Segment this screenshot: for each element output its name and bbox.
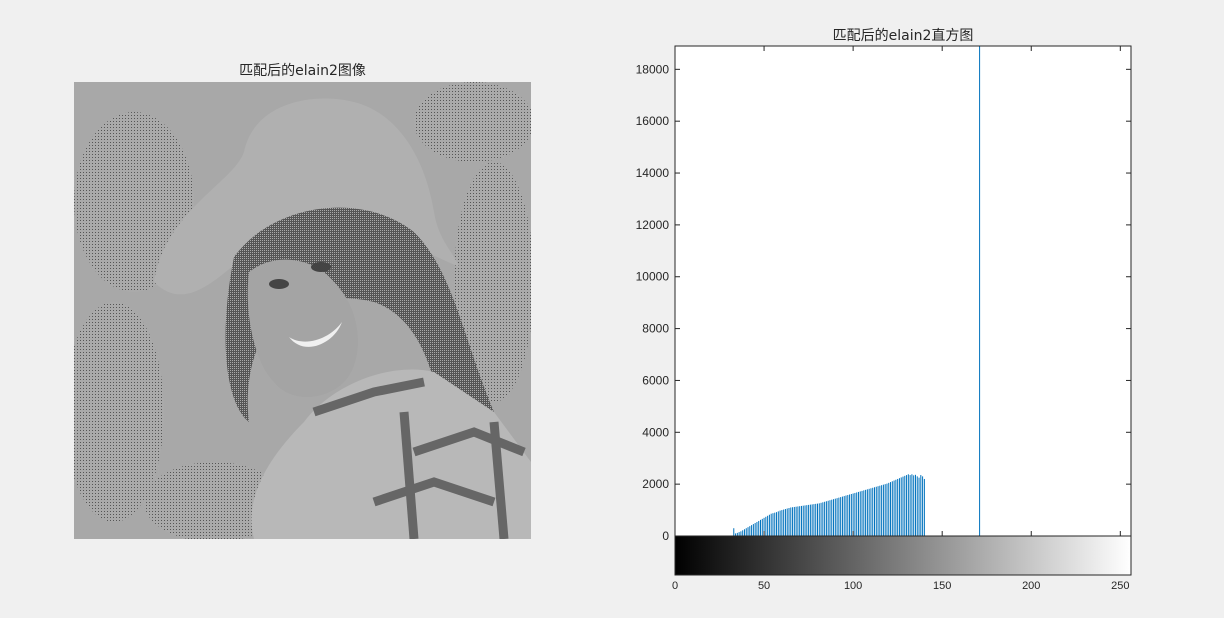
- plot-area: [675, 46, 1131, 536]
- matched-image: [74, 82, 531, 539]
- image-title: 匹配后的elain2图像: [239, 63, 366, 79]
- y-tick-label: 10000: [636, 270, 670, 284]
- gray-colorbar: [674, 535, 1132, 576]
- x-tick-label: 200: [1022, 580, 1040, 592]
- x-tick-label: 250: [1111, 580, 1129, 592]
- y-axis-ticks: 0 2000 4000 6000 8000 10000 12000 14000 16000 180…: [636, 62, 1131, 543]
- y-tick-label: 12000: [636, 218, 670, 232]
- x-tick-label: 100: [844, 580, 862, 592]
- x-tick-label: 50: [758, 580, 770, 592]
- x-tick-label: 0: [672, 580, 678, 592]
- y-tick-label: 2000: [642, 477, 669, 491]
- x-tick-label: 150: [933, 580, 951, 592]
- y-tick-label: 18000: [636, 62, 670, 76]
- y-tick-label: 8000: [642, 322, 669, 336]
- y-tick-label: 14000: [636, 166, 670, 180]
- y-tick-label: 0: [662, 529, 669, 543]
- y-tick-label: 16000: [636, 114, 670, 128]
- histogram-title: 匹配后的elain2直方图: [832, 28, 974, 44]
- portrait-image-icon: [74, 82, 531, 539]
- y-tick-label: 4000: [642, 425, 669, 439]
- y-tick-label: 6000: [642, 373, 669, 387]
- histogram-bars: [733, 46, 981, 536]
